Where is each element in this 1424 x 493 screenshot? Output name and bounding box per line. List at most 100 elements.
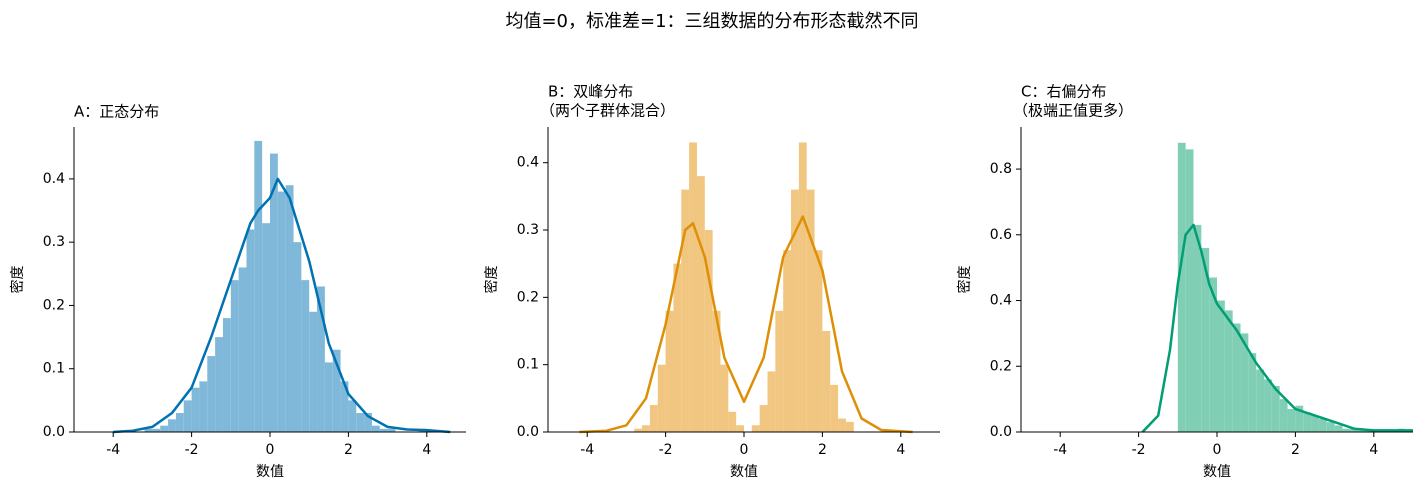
histogram-bar: [160, 425, 169, 432]
histogram-bar: [207, 356, 216, 432]
histogram-bar: [657, 364, 666, 432]
y-tick-label: 0.2: [43, 297, 65, 313]
histogram-bar: [364, 413, 372, 432]
histogram-bar: [332, 349, 341, 432]
histogram-bar: [1279, 399, 1288, 432]
histogram-bar: [348, 400, 357, 432]
histogram-bar: [1350, 428, 1359, 432]
y-tick-label: 0.0: [43, 424, 65, 440]
histogram-bar: [1287, 408, 1296, 432]
histogram-bar: [222, 318, 231, 432]
histogram-bar: [230, 280, 239, 432]
x-tick-label: 2: [344, 442, 353, 458]
y-tick-label: 0.2: [990, 358, 1012, 374]
histogram-bar: [238, 267, 247, 432]
y-tick-label: 0.8: [990, 161, 1012, 177]
histogram-bar: [1358, 430, 1366, 432]
histogram-bar: [822, 331, 831, 432]
histogram-bar: [767, 371, 776, 432]
x-tick-label: -2: [1132, 442, 1146, 458]
histogram-bar: [704, 230, 713, 432]
chart-title: A：正态分布: [74, 103, 159, 121]
histogram-bar: [1311, 415, 1319, 432]
y-tick-label: 0.4: [517, 155, 539, 171]
histogram-bar: [728, 411, 737, 432]
histogram-bar: [1232, 323, 1241, 432]
histogram-bar: [144, 428, 153, 432]
histogram-bar: [696, 176, 705, 432]
histogram-bar: [634, 428, 643, 432]
chart-title: B：双峰分布: [548, 83, 633, 101]
histogram-bar: [191, 387, 200, 432]
histogram-bar: [356, 413, 365, 432]
x-tick-label: -2: [185, 442, 199, 458]
y-tick-label: 0.6: [990, 227, 1012, 243]
histogram-bar: [1342, 428, 1351, 432]
histogram-bar: [277, 191, 286, 432]
histogram-bar: [152, 428, 161, 432]
y-tick-label: 0.4: [990, 293, 1012, 309]
x-tick-label: 4: [422, 442, 431, 458]
histogram-bar: [371, 425, 380, 432]
histogram-bar: [293, 242, 302, 432]
histogram-bar: [673, 263, 682, 432]
x-tick-label: 4: [896, 442, 905, 458]
histogram-bar: [270, 153, 278, 432]
histogram-bar: [1334, 425, 1343, 432]
y-axis-label: 密度: [483, 266, 500, 294]
histogram-bar: [689, 142, 697, 432]
histogram-bar: [1256, 369, 1265, 432]
histogram-bar: [1271, 385, 1280, 432]
histogram-bar: [1224, 310, 1233, 432]
histogram-bar: [814, 250, 823, 432]
histogram-bar: [309, 311, 318, 432]
x-axis-label: 数值: [730, 464, 758, 480]
histogram-bar: [798, 142, 807, 432]
histogram-bar: [379, 428, 388, 432]
y-tick-label: 0.0: [517, 424, 539, 440]
histogram-bar: [254, 140, 263, 433]
histogram-bar: [199, 381, 208, 432]
histogram-bar: [736, 425, 744, 432]
histogram-bar: [168, 419, 176, 432]
x-tick-label: 4: [1369, 442, 1378, 458]
x-tick-label: 0: [1213, 442, 1222, 458]
histogram-bar: [775, 310, 784, 432]
x-tick-label: -4: [1053, 442, 1067, 458]
histogram-bar: [720, 364, 729, 432]
chart-title: C：右偏分布: [1021, 83, 1106, 101]
figure-title: 均值=0，标准差=1：三组数据的分布形态截然不同: [505, 11, 918, 32]
histogram-bar: [1177, 142, 1186, 432]
histogram-bar: [301, 280, 310, 432]
kde-line: [113, 177, 451, 434]
histogram-bar: [215, 337, 223, 432]
histogram-bar: [838, 418, 846, 432]
histogram-bar: [1240, 333, 1249, 432]
histogram-bar: [1318, 418, 1327, 432]
x-tick-label: -2: [659, 442, 673, 458]
y-tick-label: 0.1: [43, 361, 65, 377]
histogram-bar: [387, 428, 396, 432]
histogram-bar: [1185, 149, 1194, 433]
histogram-bar: [642, 425, 650, 432]
histogram-bar: [649, 405, 658, 432]
histogram-bar: [806, 189, 815, 432]
chart-subtitle: （极端正值更多）: [1013, 102, 1133, 120]
x-tick-label: 0: [740, 442, 749, 458]
kde-line: [579, 215, 913, 434]
histogram-bar: [175, 413, 184, 432]
histogram-bar: [1209, 277, 1217, 432]
histogram-bar: [1217, 300, 1225, 432]
y-tick-label: 0.4: [43, 171, 65, 187]
y-tick-label: 0.1: [517, 357, 539, 373]
histogram-bar: [246, 229, 255, 432]
histogram-bar: [783, 250, 792, 432]
histogram-bar: [262, 223, 270, 432]
histogram-bar: [317, 286, 325, 432]
histogram-bar: [1264, 379, 1272, 432]
histogram-bar: [759, 405, 768, 432]
x-tick-label: 2: [818, 442, 827, 458]
histogram-bar: [324, 362, 333, 432]
histogram-bar: [791, 189, 799, 432]
